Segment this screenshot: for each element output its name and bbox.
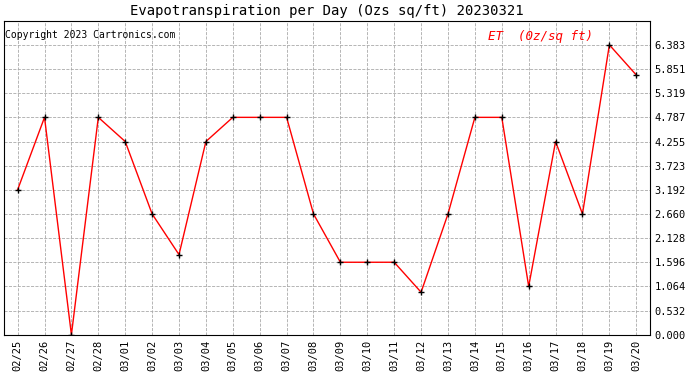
- Text: ET  (0z/sq ft): ET (0z/sq ft): [489, 30, 593, 43]
- Title: Evapotranspiration per Day (Ozs sq/ft) 20230321: Evapotranspiration per Day (Ozs sq/ft) 2…: [130, 4, 524, 18]
- Text: Copyright 2023 Cartronics.com: Copyright 2023 Cartronics.com: [6, 30, 176, 40]
